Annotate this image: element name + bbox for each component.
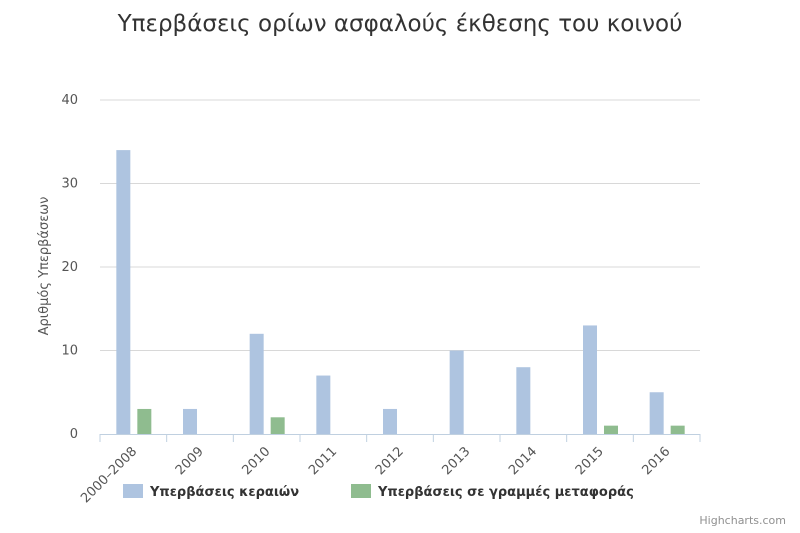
bar-antennas-2[interactable] [249,333,264,434]
bar-antennas-5[interactable] [449,350,464,435]
x-tick-label: 2009 [173,444,207,478]
x-tick-label: 2013 [439,444,473,478]
bar-antennas-7[interactable] [583,325,597,434]
legend-label: Υπερβάσεις σε γραμμές μεταφοράς [377,485,634,500]
y-axis-ticks: 0 10 20 30 40 [61,93,78,442]
y-tick-label: 40 [61,93,78,108]
y-tick-label: 10 [61,344,78,359]
x-tick-label: 2015 [573,444,607,478]
bar-antennas-3[interactable] [316,375,331,434]
bar-antennas-0[interactable] [116,150,131,434]
legend-swatch [123,484,143,498]
bar-lines-0[interactable] [137,408,152,434]
y-tick-label: 0 [70,427,78,442]
grid-lines [100,99,700,351]
bars [116,150,685,435]
x-tick-label: 2016 [639,444,673,478]
x-tick-label: 2012 [373,444,407,478]
x-tick-label: 2010 [239,444,273,478]
bar-lines-8[interactable] [670,425,685,434]
bar-lines-2[interactable] [270,417,285,434]
y-tick-label: 30 [61,177,78,192]
y-tick-label: 20 [61,260,78,275]
y-axis-label: Αριθμός Υπερβάσεων [37,197,52,336]
bar-antennas-4[interactable] [383,408,397,434]
bar-antennas-6[interactable] [516,367,531,434]
legend-item-lines[interactable]: Υπερβάσεις σε γραμμές μεταφοράς [351,484,634,500]
bar-lines-7[interactable] [604,425,618,434]
chart-title: Υπερβάσεις ορίων ασφαλούς έκθεσης του κο… [117,11,683,37]
legend-label: Υπερβάσεις κεραιών [149,485,299,500]
x-tick-label: 2011 [306,444,340,478]
credits-link[interactable]: Highcharts.com [699,514,786,527]
legend-item-antennas[interactable]: Υπερβάσεις κεραιών [123,484,299,500]
legend-swatch [351,484,371,498]
bar-antennas-8[interactable] [649,392,664,434]
bar-antennas-1[interactable] [183,408,197,434]
legend: Υπερβάσεις κεραιών Υπερβάσεις σε γραμμές … [123,484,634,500]
x-tick-label: 2014 [506,444,540,478]
